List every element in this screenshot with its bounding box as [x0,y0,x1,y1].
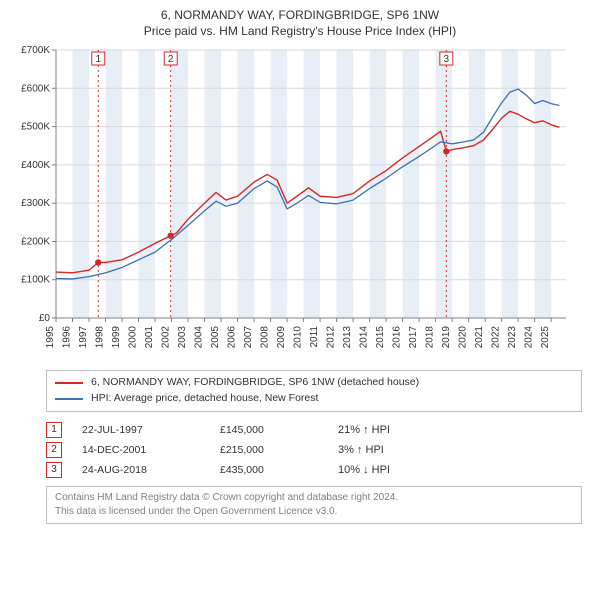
svg-text:2021: 2021 [474,326,485,349]
svg-text:2010: 2010 [293,326,304,349]
svg-text:2024: 2024 [524,326,535,349]
event-marker: 3 [46,462,62,478]
event-price: £435,000 [220,464,330,476]
legend-swatch [55,398,83,400]
svg-text:2022: 2022 [491,326,502,349]
svg-text:1998: 1998 [95,326,106,349]
svg-text:3: 3 [444,54,450,65]
svg-text:£700K: £700K [21,45,50,56]
legend-label: HPI: Average price, detached house, New … [91,391,318,407]
svg-text:£100K: £100K [21,275,50,286]
svg-text:2025: 2025 [540,326,551,349]
svg-text:2018: 2018 [425,326,436,349]
price-chart: 1 2 3 £0 £100K £200K £300K £400K £500K £600K £700K… [8,44,592,364]
svg-text:2003: 2003 [177,326,188,349]
event-marker: 1 [46,422,62,438]
event-delta: 10% ↓ HPI [338,464,458,476]
svg-text:2008: 2008 [260,326,271,349]
svg-text:2004: 2004 [194,326,205,349]
svg-text:£600K: £600K [21,83,50,94]
svg-text:2: 2 [168,54,174,65]
event-marker: 2 [46,442,62,458]
event-delta: 3% ↑ HPI [338,444,458,456]
event-date: 24-AUG-2018 [82,464,212,476]
event-delta: 21% ↑ HPI [338,424,458,436]
svg-text:1996: 1996 [62,326,73,349]
legend-swatch [55,382,83,384]
event-price: £215,000 [220,444,330,456]
event-date: 22-JUL-1997 [82,424,212,436]
svg-text:2014: 2014 [359,326,370,349]
svg-text:2000: 2000 [128,326,139,349]
title-sub: Price paid vs. HM Land Registry's House … [8,24,592,38]
svg-text:2007: 2007 [243,326,254,349]
svg-text:2011: 2011 [309,326,320,348]
event-price: £145,000 [220,424,330,436]
title-block: 6, NORMANDY WAY, FORDINGBRIDGE, SP6 1NW … [8,8,592,38]
svg-text:2013: 2013 [342,326,353,349]
event-row: 3 24-AUG-2018 £435,000 10% ↓ HPI [46,460,582,480]
svg-text:2015: 2015 [375,326,386,349]
footer-line-2: This data is licensed under the Open Gov… [55,505,573,519]
svg-text:1999: 1999 [111,326,122,349]
legend-item: HPI: Average price, detached house, New … [55,391,573,407]
svg-text:2009: 2009 [276,326,287,349]
legend-item: 6, NORMANDY WAY, FORDINGBRIDGE, SP6 1NW … [55,375,573,391]
svg-text:£300K: £300K [21,198,50,209]
svg-text:2016: 2016 [392,326,403,349]
svg-text:2006: 2006 [227,326,238,349]
svg-text:£200K: £200K [21,236,50,247]
svg-text:2012: 2012 [326,326,337,349]
event-row: 1 22-JUL-1997 £145,000 21% ↑ HPI [46,420,582,440]
legend: 6, NORMANDY WAY, FORDINGBRIDGE, SP6 1NW … [46,370,582,412]
chart-svg: 1 2 3 £0 £100K £200K £300K £400K £500K £600K £700K… [8,44,578,364]
event-row: 2 14-DEC-2001 £215,000 3% ↑ HPI [46,440,582,460]
svg-text:1: 1 [95,54,101,65]
svg-text:2001: 2001 [144,326,155,349]
svg-text:£500K: £500K [21,122,50,133]
svg-text:2020: 2020 [458,326,469,349]
footer-line-1: Contains HM Land Registry data © Crown c… [55,491,573,505]
title-main: 6, NORMANDY WAY, FORDINGBRIDGE, SP6 1NW [8,8,592,22]
events-table: 1 22-JUL-1997 £145,000 21% ↑ HPI 2 14-DEC-200… [46,420,582,480]
svg-text:2023: 2023 [507,326,518,349]
svg-text:1995: 1995 [45,326,56,349]
svg-text:2019: 2019 [441,326,452,349]
svg-text:2002: 2002 [161,326,172,349]
footer: Contains HM Land Registry data © Crown c… [46,486,582,524]
svg-text:£400K: £400K [21,160,50,171]
event-date: 14-DEC-2001 [82,444,212,456]
svg-text:£0: £0 [39,313,51,324]
svg-text:2005: 2005 [210,326,221,349]
legend-label: 6, NORMANDY WAY, FORDINGBRIDGE, SP6 1NW … [91,375,419,391]
svg-text:1997: 1997 [78,326,89,349]
svg-text:2017: 2017 [408,326,419,349]
